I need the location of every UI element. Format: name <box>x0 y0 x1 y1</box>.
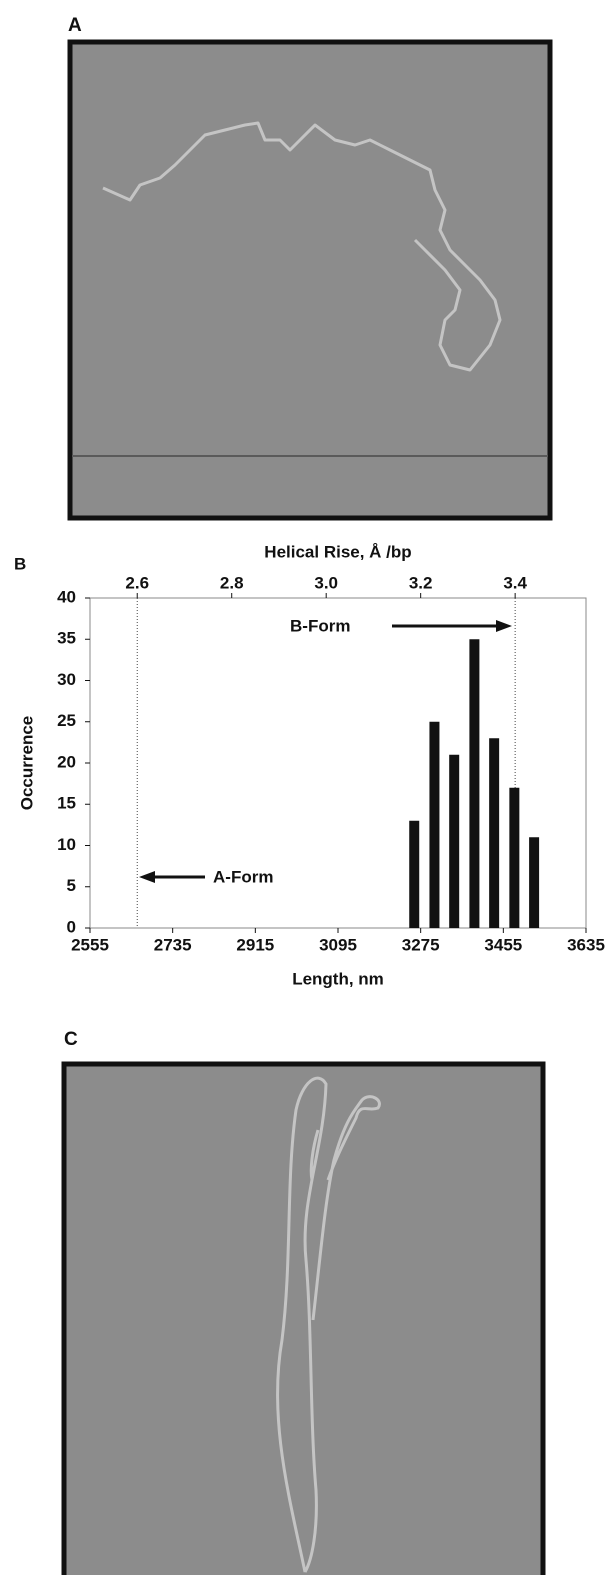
x-tick-label: 3095 <box>319 935 357 954</box>
x2-axis-title: Helical Rise, Å /bp <box>264 542 411 561</box>
y-tick-label: 5 <box>67 876 76 895</box>
bar <box>529 837 540 928</box>
x2-tick-label: 3.0 <box>314 573 338 592</box>
y-tick-label: 10 <box>57 835 76 854</box>
bar <box>509 787 520 928</box>
x2-tick-label: 3.4 <box>503 573 527 592</box>
y-tick-label: 30 <box>57 670 76 689</box>
dna-strand <box>276 1076 381 1573</box>
micrograph <box>67 39 553 521</box>
bar <box>429 721 440 928</box>
y-tick-label: 20 <box>57 752 76 771</box>
y-tick-label: 40 <box>57 587 76 606</box>
y-tick-label: 25 <box>57 711 76 730</box>
x2-tick-label: 2.8 <box>220 573 244 592</box>
arrow-head <box>139 871 155 883</box>
x2-tick-label: 3.2 <box>409 573 433 592</box>
panel-label: B <box>14 554 26 573</box>
panel-label: C <box>64 1029 78 1050</box>
x-tick-label: 2915 <box>236 935 274 954</box>
y-axis-title: Occurrence <box>17 716 36 811</box>
bar <box>409 820 420 928</box>
x-tick-label: 3455 <box>484 935 522 954</box>
y-tick-label: 0 <box>67 917 76 936</box>
panel-label: A <box>68 15 82 36</box>
micrograph <box>61 1061 546 1575</box>
annotation: A-Form <box>213 867 273 886</box>
x-tick-label: 2555 <box>71 935 109 954</box>
arrow-head <box>496 620 512 632</box>
annotation: B-Form <box>290 616 350 635</box>
x-axis-title: Length, nm <box>292 969 384 988</box>
dna-strand <box>102 121 502 372</box>
bar <box>469 639 480 928</box>
y-tick-label: 15 <box>57 794 76 813</box>
y-tick-label: 35 <box>57 629 76 648</box>
x-tick-label: 3635 <box>567 935 605 954</box>
bar <box>489 738 500 928</box>
bar <box>449 754 460 928</box>
x2-tick-label: 2.6 <box>125 573 149 592</box>
x-tick-label: 3275 <box>402 935 440 954</box>
x-tick-label: 2735 <box>154 935 192 954</box>
